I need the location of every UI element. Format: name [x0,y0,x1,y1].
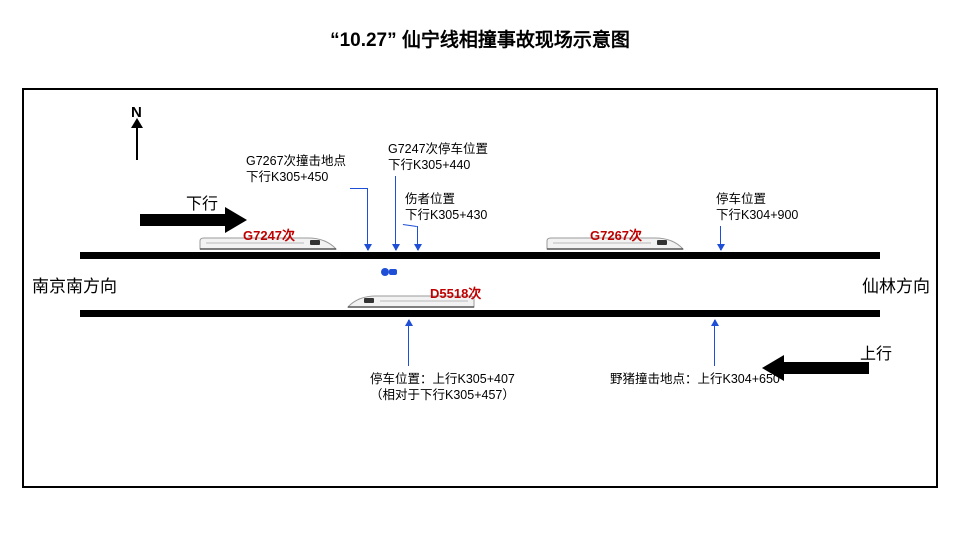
person-marker [380,266,400,285]
pointer-stop_right [720,226,721,250]
pointer-stop_up [408,320,409,366]
diagram-title: “10.27” 仙宁线相撞事故现场示意图 [0,25,960,52]
pointer-slant-impact_g7267 [350,188,367,189]
train-label-d5518: D5518次 [430,283,481,302]
pointer-boar [714,320,715,366]
label-down: 下行 [186,190,218,214]
pointer-stop_g7247 [395,176,396,250]
track-up-line [80,310,880,317]
annotation-stop_g7247: G7247次停车位置下行K305+440 [388,142,488,173]
annotation-stop_right: 停车位置下行K304+900 [716,192,798,223]
train-label-g7247: G7247次 [243,225,295,244]
pointer-person [417,226,418,250]
label-right-end: 仙林方向 [862,272,930,297]
annotation-stop_up: 停车位置：上行K305+407（相对于下行K305+457） [370,372,515,403]
train-label-g7267: G7267次 [590,225,642,244]
annotation-person: 伤者位置下行K305+430 [405,192,487,223]
annotation-boar: 野猪撞击地点：上行K304+650 [610,372,780,388]
annotation-impact_g7267: G7267次撞击地点下行K305+450 [246,154,346,185]
label-up: 上行 [860,340,892,364]
label-left-end: 南京南方向 [32,272,117,297]
pointer-impact_g7267 [367,188,368,250]
